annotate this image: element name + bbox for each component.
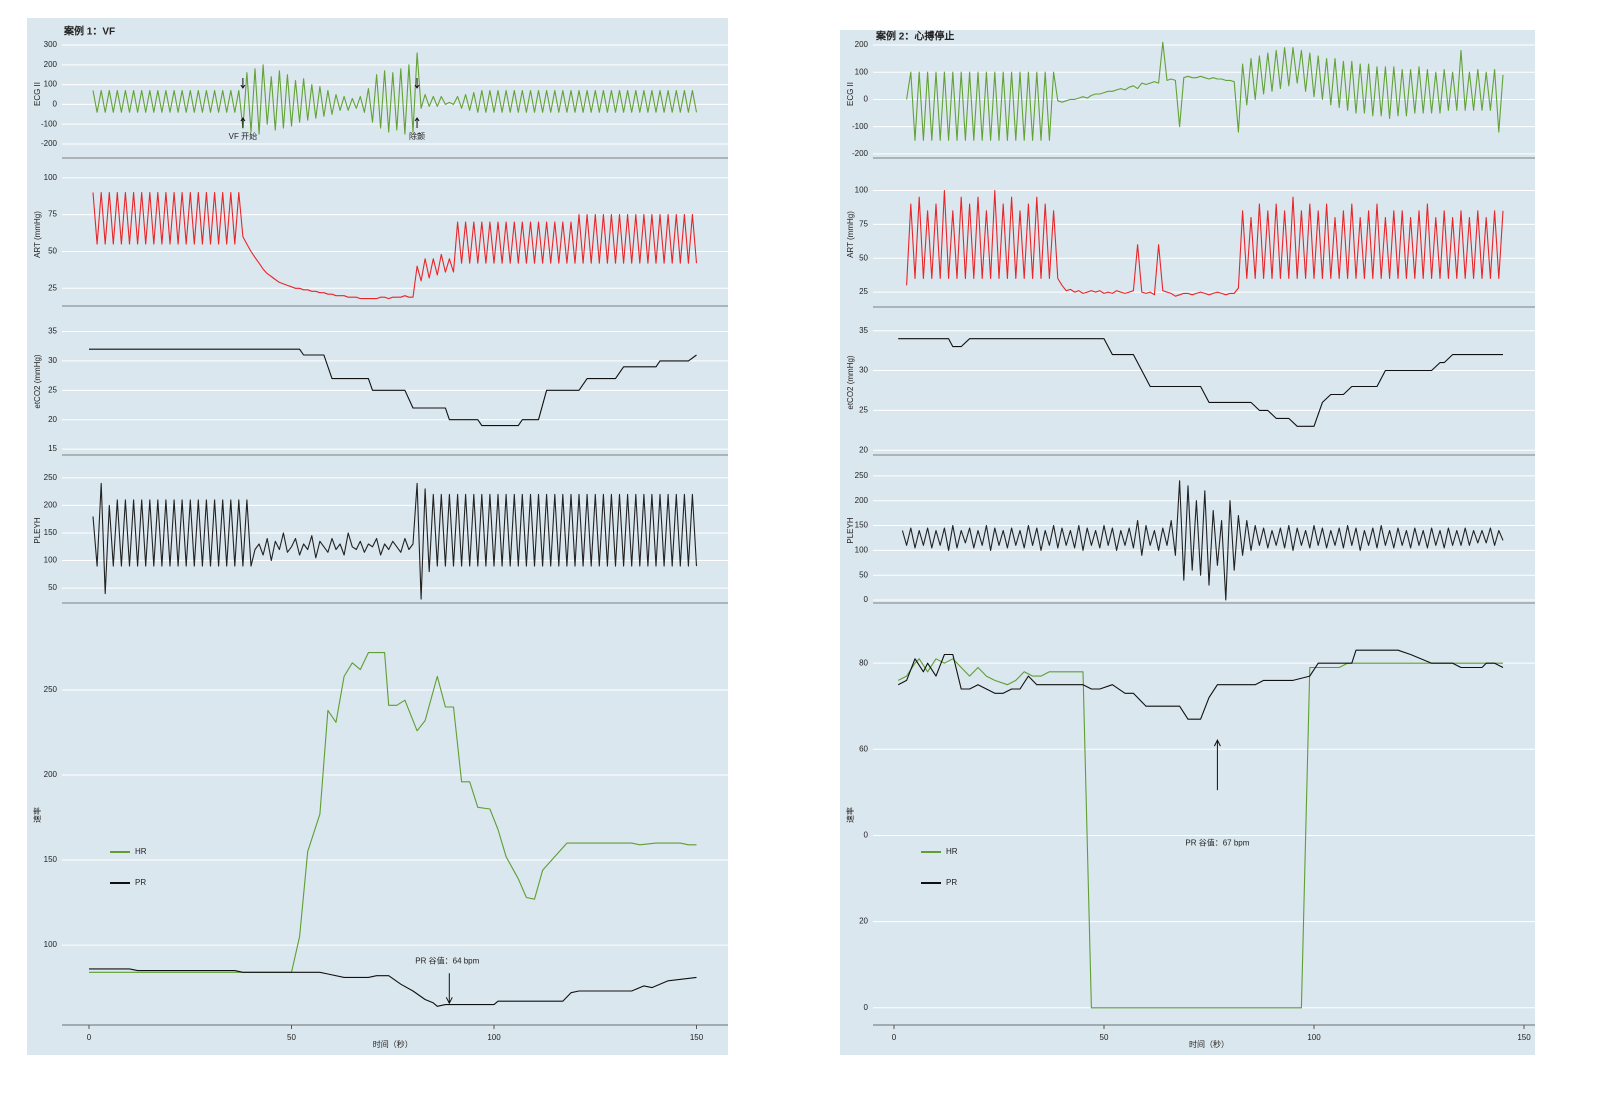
y-tick-label: 100	[855, 186, 869, 195]
x-tick-label: 100	[487, 1033, 501, 1042]
y-tick-label: 100	[44, 940, 58, 949]
x-axis-label: 时间（秒）	[373, 1039, 413, 1049]
y-tick-label: 100	[855, 67, 869, 76]
series-line	[89, 968, 697, 1007]
arrow	[1213, 739, 1221, 791]
y-tick-label: 50	[48, 583, 57, 592]
y-tick-label: 50	[48, 247, 57, 256]
y-tick-label: 60	[859, 744, 868, 753]
y-tick-label: 80	[859, 658, 868, 667]
y-tick-label: 50	[859, 253, 868, 262]
legend-label: PR	[135, 878, 146, 887]
y-tick-label: 250	[855, 471, 869, 480]
x-tick-label: 0	[892, 1033, 897, 1042]
y-tick-label: 20	[48, 415, 57, 424]
y-tick-label: 150	[44, 855, 58, 864]
series-line	[89, 348, 697, 427]
y-tick-label: -200	[41, 139, 58, 148]
y-tick-label: 75	[859, 219, 868, 228]
y-axis-label: etCO2 (mmHg)	[33, 354, 42, 409]
legend-label: HR	[135, 847, 147, 856]
y-axis-label: 速率	[32, 807, 42, 823]
y-tick-label: 25	[48, 283, 57, 292]
y-axis-label: 速率	[845, 807, 855, 823]
x-tick-label: 150	[690, 1033, 704, 1042]
arrow	[240, 117, 246, 128]
y-axis-label: PLEYH	[33, 517, 42, 543]
y-tick-label: 25	[48, 385, 57, 394]
y-tick-label: 0	[53, 99, 58, 108]
y-tick-label: 250	[44, 685, 58, 694]
series-line	[897, 649, 1504, 720]
y-tick-label: 0	[864, 595, 869, 604]
series-line	[89, 652, 697, 973]
panel-background	[27, 18, 728, 1055]
series-line	[898, 338, 1503, 427]
y-axis-label: ECG II	[846, 82, 855, 106]
chart-title: 案例 1：VF	[63, 25, 115, 38]
y-tick-label: 200	[855, 40, 869, 49]
annotation: VF 开始	[229, 131, 257, 141]
y-tick-label: -100	[852, 122, 869, 131]
y-axis-label: ART (mmHg)	[33, 211, 42, 258]
series-line	[906, 189, 1504, 297]
y-tick-label: -100	[41, 119, 58, 128]
y-tick-label: 200	[44, 60, 58, 69]
y-tick-label: 20	[859, 917, 868, 926]
y-tick-label: 150	[44, 528, 58, 537]
y-tick-label: 25	[859, 287, 868, 296]
y-tick-label: 50	[859, 570, 868, 579]
series-line	[92, 52, 698, 135]
y-tick-label: 25	[859, 405, 868, 414]
series-line	[906, 41, 1504, 141]
y-tick-label: 35	[859, 326, 868, 335]
y-tick-label: 30	[48, 356, 57, 365]
x-tick-label: 0	[87, 1033, 92, 1042]
y-tick-label: 100	[44, 173, 58, 182]
x-tick-label: 100	[1307, 1033, 1321, 1042]
arrow	[414, 78, 420, 89]
y-axis-label: ECG II	[33, 82, 42, 106]
y-tick-label: 150	[855, 521, 869, 530]
y-tick-label: 200	[855, 496, 869, 505]
legend-label: HR	[946, 847, 958, 856]
annotation: 除颤	[409, 131, 425, 141]
y-axis-label: PLEYH	[846, 517, 855, 543]
y-tick-label: 200	[44, 770, 58, 779]
y-tick-label: -200	[852, 149, 869, 158]
y-axis-label: ART (mmHg)	[846, 211, 855, 258]
y-tick-label: 30	[859, 366, 868, 375]
annotation: PR 谷值：64 bpm	[415, 955, 479, 965]
y-tick-label: 0	[864, 95, 869, 104]
legend-label: PR	[946, 878, 957, 887]
y-tick-label: 300	[44, 40, 58, 49]
y-tick-label: 100	[44, 80, 58, 89]
x-tick-label: 150	[1517, 1033, 1531, 1042]
x-tick-label: 50	[287, 1033, 296, 1042]
y-tick-label: 35	[48, 327, 57, 336]
chart-title: 案例 2：心搏停止	[875, 30, 954, 43]
series-line	[92, 191, 698, 300]
y-tick-label: 250	[44, 473, 58, 482]
y-tick-label: 0	[864, 831, 869, 840]
y-tick-label: 100	[855, 545, 869, 554]
y-tick-label: 0	[864, 1003, 869, 1012]
series-line	[92, 482, 698, 600]
annotation: PR 谷值：67 bpm	[1185, 837, 1249, 847]
y-tick-label: 15	[48, 444, 57, 453]
panel-background	[840, 30, 1535, 1055]
series-line	[901, 480, 1504, 601]
y-tick-label: 75	[48, 210, 57, 219]
y-tick-label: 200	[44, 501, 58, 510]
arrow	[445, 973, 453, 1005]
arrow	[240, 78, 246, 89]
x-tick-label: 50	[1100, 1033, 1109, 1042]
x-axis-label: 时间（秒）	[1189, 1039, 1229, 1049]
arrow	[414, 117, 420, 128]
y-axis-label: etCO2 (mmHg)	[846, 355, 855, 410]
y-tick-label: 100	[44, 556, 58, 565]
y-tick-label: 20	[859, 445, 868, 454]
